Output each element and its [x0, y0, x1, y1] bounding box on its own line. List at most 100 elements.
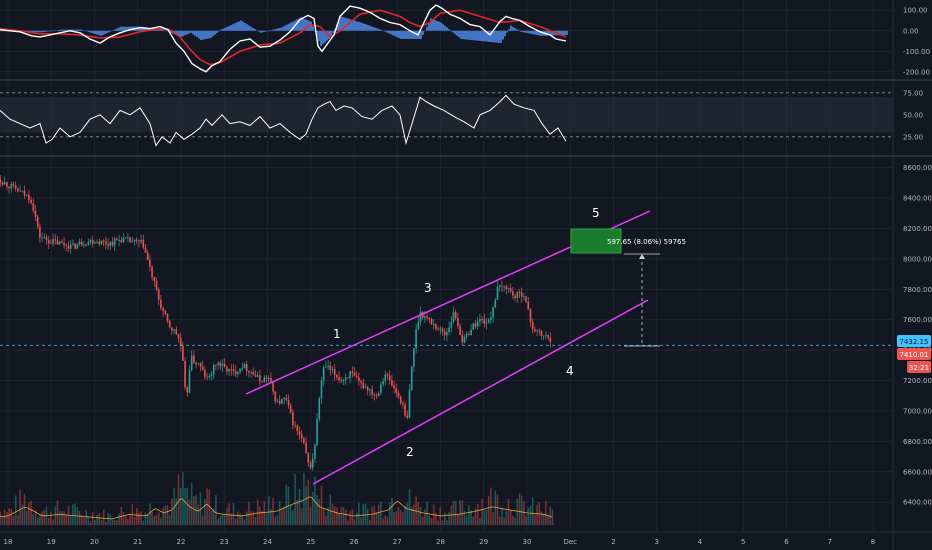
candle-body — [503, 286, 505, 288]
volume-bar — [292, 510, 294, 525]
volume-bar — [289, 505, 292, 525]
volume-bar — [193, 496, 195, 525]
macd-histogram-bar — [532, 30, 534, 35]
candle-body — [69, 244, 72, 249]
candle-body — [470, 329, 472, 336]
candle-body — [195, 362, 197, 364]
price-badge-current: 7432.15 — [897, 335, 931, 347]
price-tick-label: 7000.00 — [903, 407, 932, 415]
macd-histogram-bar — [398, 30, 400, 39]
macd-histogram-bar — [164, 30, 166, 31]
candle-body — [83, 244, 85, 246]
macd-histogram-bar — [424, 30, 426, 32]
macd-histogram-bar — [494, 30, 496, 43]
macd-histogram-bar — [326, 30, 328, 41]
macd-histogram-bar — [354, 20, 356, 31]
macd-histogram-bar — [88, 30, 90, 33]
volume-bar — [1, 516, 4, 525]
candle-body — [347, 377, 349, 379]
volume-bar — [72, 504, 74, 525]
macd-histogram-bar — [478, 30, 480, 41]
macd-histogram-bar — [496, 30, 498, 43]
volume-bar — [30, 500, 32, 525]
volume-bar — [61, 511, 63, 525]
macd-histogram-bar — [196, 30, 198, 38]
macd-histogram-bar — [60, 29, 62, 31]
volume-bar — [371, 507, 373, 525]
price-tick-label: 6600.00 — [903, 468, 932, 476]
volume-bar — [94, 520, 96, 525]
candle-body — [146, 252, 149, 260]
volume-bar — [417, 502, 420, 525]
macd-histogram-bar — [160, 28, 162, 31]
candle-body — [32, 203, 35, 211]
time-tick-label: 29 — [479, 538, 488, 546]
volume-bar — [254, 516, 257, 525]
volume-bar — [421, 516, 424, 525]
candle-body — [300, 434, 303, 439]
macd-histogram-bar — [410, 30, 412, 39]
candle-body — [364, 386, 367, 389]
time-tick-label: 28 — [436, 538, 445, 546]
volume-bar — [8, 508, 10, 525]
macd-histogram-bar — [228, 26, 230, 31]
macd-histogram-bar — [332, 30, 334, 33]
macd-panel[interactable]: 100.00 0.00 -100.00 -200.00 — [0, 4, 930, 76]
macd-histogram-bar — [278, 28, 280, 31]
macd-histogram-bar — [342, 16, 344, 31]
macd-histogram-bar — [248, 25, 250, 31]
candle-body — [52, 239, 54, 244]
price-tick-label: 6800.00 — [903, 438, 932, 446]
candle-body — [333, 369, 336, 375]
macd-histogram-bar — [218, 30, 220, 32]
target-box[interactable] — [570, 228, 622, 254]
candle-body — [485, 322, 488, 324]
rsi-panel[interactable]: 75.00 50.00 25.00 — [0, 89, 923, 147]
macd-histogram-bar — [200, 30, 202, 40]
candle-body — [140, 239, 142, 242]
channel-lower-line[interactable] — [312, 299, 649, 485]
candle-body — [369, 389, 371, 391]
candle-body — [525, 296, 527, 302]
candle-body — [219, 362, 222, 367]
candle-body — [109, 242, 112, 246]
candle-body — [351, 371, 354, 373]
macd-histogram-bar — [516, 29, 518, 31]
candle-body — [197, 363, 200, 365]
volume-bar — [474, 508, 477, 525]
candle-body — [72, 243, 74, 245]
macd-histogram-bar — [192, 30, 194, 35]
candle-body — [259, 375, 261, 382]
candle-body — [118, 239, 120, 241]
volume-bar — [549, 506, 552, 525]
price-badge-last: 7410.01 — [897, 348, 931, 360]
macd-histogram-bar — [82, 30, 84, 31]
macd-histogram-bar — [254, 29, 256, 31]
macd-histogram-bar — [284, 25, 286, 31]
macd-histogram-bar — [272, 29, 274, 31]
macd-histogram-bar — [252, 27, 254, 31]
macd-histogram-bar — [314, 30, 316, 32]
candle-body — [545, 334, 547, 336]
candle-body — [179, 338, 182, 346]
macd-histogram-bar — [394, 30, 396, 37]
candle-body — [80, 241, 83, 245]
volume-bar — [63, 511, 65, 525]
price-panel[interactable]: 597.65 (8.06%) 59765 1 2 3 4 5 8600.00 84… — [0, 164, 932, 525]
price-tick-label: 7600.00 — [903, 316, 932, 324]
macd-histogram-bar — [546, 30, 548, 36]
candle-body — [428, 317, 431, 320]
wave-label-1: 1 — [333, 327, 341, 341]
macd-histogram-bar — [330, 30, 332, 37]
volume-bar — [547, 514, 549, 525]
candle-body — [168, 320, 171, 328]
candle-body — [375, 395, 378, 397]
volume-bar — [250, 511, 252, 525]
volume-bar — [146, 514, 149, 525]
volume-bar — [358, 502, 360, 525]
candle-body — [188, 370, 191, 393]
candle-body — [540, 330, 543, 336]
volume-bar — [309, 507, 312, 525]
rsi-tick-label: 75.00 — [903, 89, 923, 97]
